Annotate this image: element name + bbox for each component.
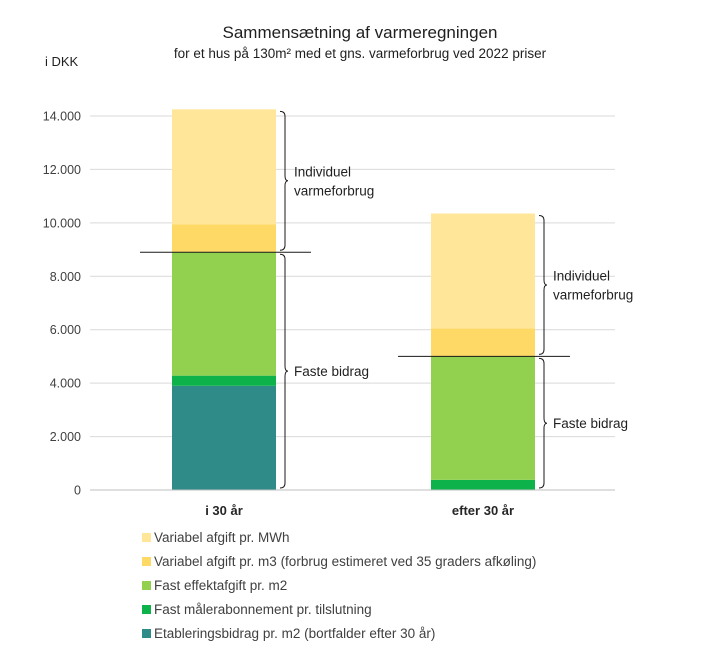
x-tick-label: efter 30 år: [452, 503, 514, 518]
annotation-brace: [538, 357, 548, 489]
bar-segment: [431, 213, 535, 329]
legend-label: Fast effektafgift pr. m2: [154, 578, 287, 593]
bar-segment: [172, 252, 276, 376]
y-tick-label: 0: [74, 484, 81, 498]
y-tick-label: 8.000: [50, 270, 81, 284]
bar-segment: [172, 385, 276, 490]
y-tick-label: 12.000: [43, 163, 81, 177]
chart-title: Sammensætning af varmeregningen: [223, 23, 498, 42]
annotation-text: Faste bidrag: [294, 364, 369, 379]
legend-swatch: [142, 605, 151, 614]
legend-swatch: [142, 557, 151, 566]
axes: 0 2.000 4.000 6.000 8.000 10.000 12.000 14.000 i…: [43, 110, 615, 518]
legend-swatch: [142, 533, 151, 542]
x-tick-label: i 30 år: [205, 503, 243, 518]
legend: Variabel afgift pr. MWh Variabel afgift p…: [142, 530, 536, 641]
annotation-brace: [279, 110, 289, 251]
annotation-text: Faste bidrag: [553, 416, 628, 431]
bar-segment: [172, 109, 276, 225]
annotation-text: varmeforbrug: [553, 287, 633, 302]
y-tick-label: 2.000: [50, 430, 81, 444]
legend-swatch: [142, 629, 151, 638]
gridlines: [90, 115, 615, 438]
annotation-text: varmeforbrug: [294, 183, 374, 198]
annotation-brace: [279, 253, 289, 489]
bar-segment: [172, 375, 276, 386]
bar-segment: [172, 224, 276, 253]
chart-subtitle: for et hus på 130m² med et gns. varmefor…: [174, 46, 547, 61]
annotation-brace: [538, 215, 548, 355]
legend-label: Variabel afgift pr. MWh: [154, 530, 290, 545]
bar-segment: [431, 479, 535, 490]
bar-segment: [431, 328, 535, 357]
bar-segment: [431, 356, 535, 480]
bars: [172, 109, 535, 490]
y-unit-label: i DKK: [45, 54, 79, 69]
legend-label: Etableringsbidrag pr. m2 (bortfalder eft…: [154, 626, 435, 641]
y-tick-label: 6.000: [50, 323, 81, 337]
annotations: Individuel varmeforbrug Faste bidrag Indivi…: [140, 110, 633, 489]
annotation-text: Individuel: [553, 268, 610, 283]
y-tick-label: 10.000: [43, 216, 81, 230]
y-tick-label: 14.000: [43, 110, 81, 124]
legend-label: Fast målerabonnement pr. tilslutning: [154, 602, 372, 617]
annotation-text: Individuel: [294, 164, 351, 179]
y-tick-label: 4.000: [50, 377, 81, 391]
legend-label: Variabel afgift pr. m3 (forbrug estimere…: [154, 554, 536, 569]
legend-swatch: [142, 581, 151, 590]
